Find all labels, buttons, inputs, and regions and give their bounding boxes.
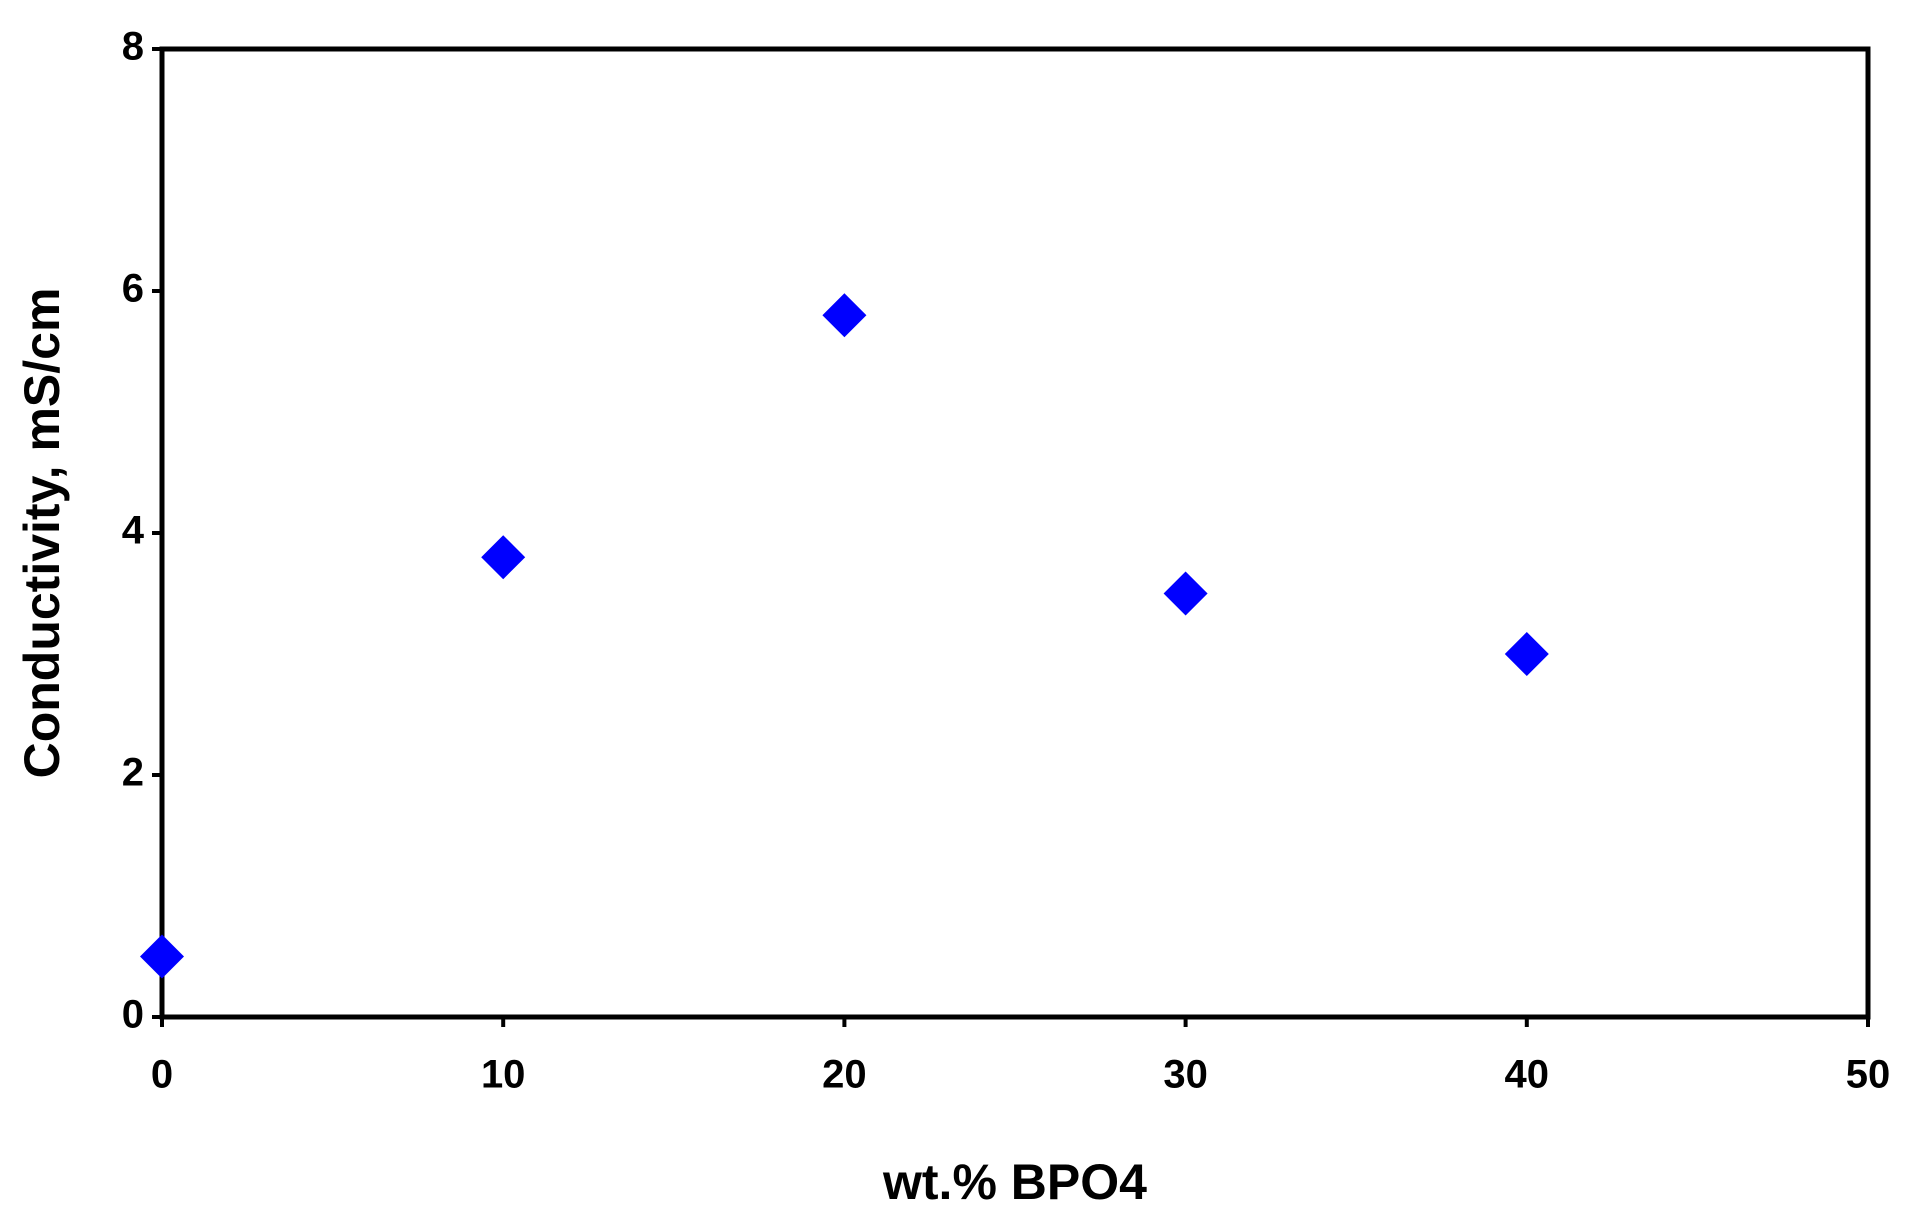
x-tick-label: 10 (481, 1053, 526, 1097)
point (140, 934, 184, 979)
x-tick-label: 20 (822, 1053, 867, 1097)
x-tick-label: 30 (1163, 1053, 1208, 1097)
y-tick-label: 2 (122, 751, 144, 795)
point (822, 293, 867, 338)
x-tick-label: 0 (151, 1053, 173, 1097)
y-tick-label: 6 (122, 267, 144, 311)
x-axis-title: wt.% BPO4 (882, 1154, 1147, 1210)
y-tick-label: 8 (122, 25, 144, 69)
point (1504, 632, 1549, 676)
y-tick-label: 0 (122, 993, 144, 1037)
y-axis-title: Conductivity, mS/cm (14, 288, 70, 779)
y-tick-label: 4 (122, 509, 145, 553)
x-tick-label: 40 (1505, 1053, 1550, 1097)
point (1163, 571, 1208, 616)
point (481, 535, 526, 580)
x-tick-label: 50 (1846, 1053, 1891, 1097)
plot-frame (159, 46, 1871, 1020)
